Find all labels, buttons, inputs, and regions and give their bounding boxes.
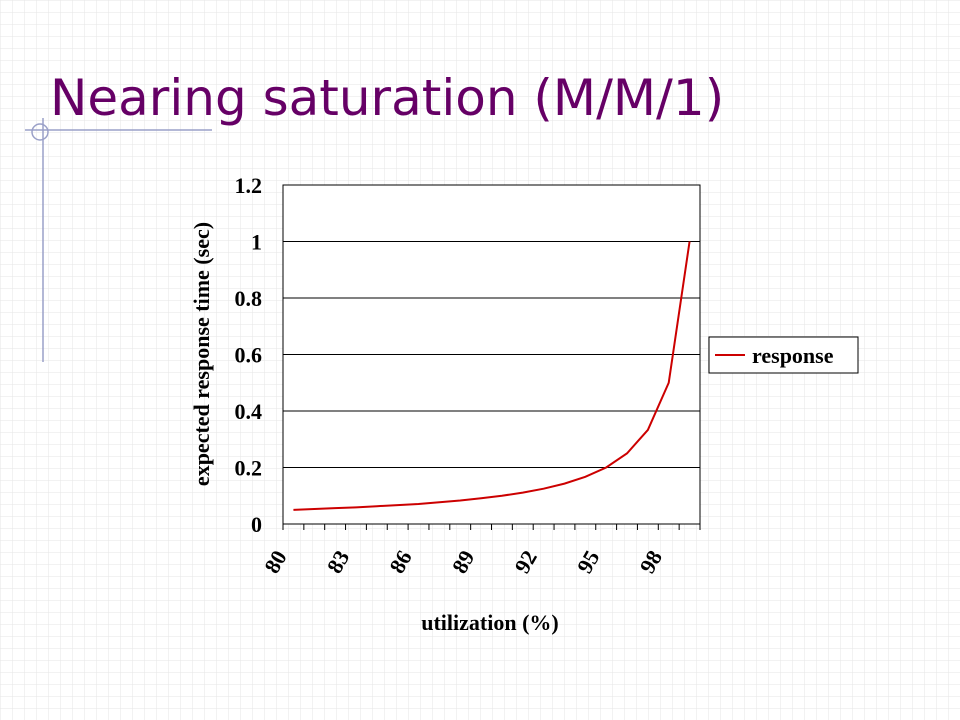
decor-circle: [31, 123, 49, 141]
y-tick-label: 0.6: [235, 343, 263, 368]
y-tick-label: 0: [251, 512, 262, 537]
y-tick-label: 0.2: [235, 456, 263, 481]
legend-label: response: [752, 343, 834, 368]
line-series: [293, 241, 691, 511]
y-tick-label: 0.4: [235, 399, 263, 424]
y-tick-label: 1.2: [235, 173, 263, 198]
y-tick-label: 0.8: [235, 286, 263, 311]
y-axis-label: expected response time (sec): [189, 222, 214, 486]
y-tick-label: 1: [251, 230, 262, 255]
x-axis-label: utilization (%): [421, 610, 559, 635]
slide-title: Nearing saturation (M/M/1): [50, 69, 724, 127]
